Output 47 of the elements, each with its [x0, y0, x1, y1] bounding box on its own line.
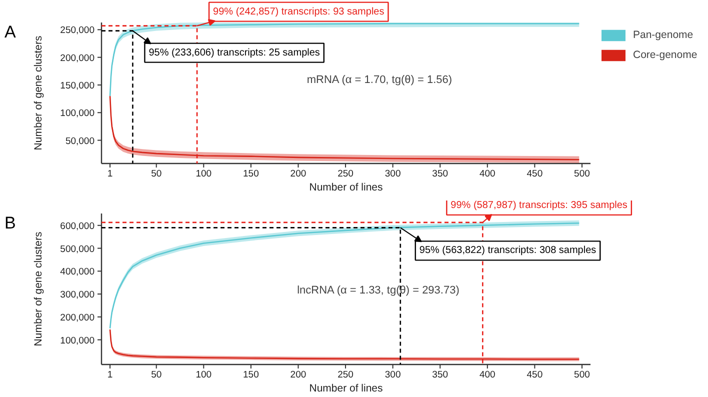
y-axis-title: Number of gene clusters [32, 232, 44, 346]
x-tick-label: 350 [432, 168, 448, 180]
x-tick-label: 100 [196, 370, 212, 380]
x-tick-label: 250 [338, 370, 354, 380]
x-tick-label: 100 [196, 168, 212, 180]
x-tick-label: 50 [151, 168, 162, 180]
y-tick-label: 600,000 [60, 220, 95, 232]
x-tick-label: 400 [479, 168, 496, 180]
x-tick-label: 200 [290, 168, 306, 180]
x-tick-label: 1 [107, 370, 113, 380]
annotation: lncRNA (α = 1.33, tg(θ) = 293.73) [297, 284, 460, 297]
x-tick-label: 300 [384, 370, 401, 380]
x-tick-label: 250 [338, 168, 354, 180]
y-tick-label: 500,000 [60, 244, 95, 255]
y-tick-label: 200,000 [60, 52, 95, 64]
x-tick-label: 150 [243, 168, 259, 180]
x-tick-label: 300 [384, 168, 401, 180]
chart-title: A [4, 22, 16, 42]
annotation: 99% (587,987) transcripts: 395 samples [450, 200, 628, 211]
x-tick-label: 450 [526, 370, 543, 380]
y-tick-label: 100,000 [60, 108, 95, 120]
annotation: 99% (242,857) transcripts: 93 samples [213, 6, 384, 18]
x-tick-label: 200 [290, 370, 306, 380]
annotation: 95% (233,606) transcripts: 25 samples [148, 47, 320, 58]
x-axis-title: Number of lines [309, 182, 383, 194]
y-tick-label: 150,000 [60, 80, 95, 92]
annotation: 95% (563,822) transcripts: 308 samples [419, 245, 596, 256]
y-tick-label: 200,000 [60, 312, 95, 324]
y-tick-label: 250,000 [60, 25, 95, 36]
x-tick-label: 150 [243, 370, 259, 380]
x-axis-title: Number of lines [309, 382, 383, 394]
x-tick-label: 350 [432, 370, 448, 380]
y-axis-title: Number of gene clusters [32, 36, 44, 150]
y-tick-label: 100,000 [60, 335, 95, 346]
legend-label: Pan-genome [633, 29, 694, 41]
annotation: mRNA (α = 1.70, tg(θ) = 1.56) [306, 74, 452, 86]
y-tick-label: 300,000 [60, 290, 95, 301]
x-tick-label: 500 [574, 168, 590, 180]
y-tick-label: 50,000 [65, 136, 95, 147]
chart-title: B [4, 214, 16, 232]
x-tick-label: 500 [574, 370, 590, 380]
x-tick-label: 50 [151, 370, 162, 380]
x-tick-label: 400 [479, 370, 496, 380]
x-tick-label: 450 [526, 168, 543, 180]
y-tick-label: 400,000 [60, 266, 95, 278]
x-tick-label: 1 [107, 168, 113, 180]
legend-label: Core-genome [633, 49, 698, 61]
